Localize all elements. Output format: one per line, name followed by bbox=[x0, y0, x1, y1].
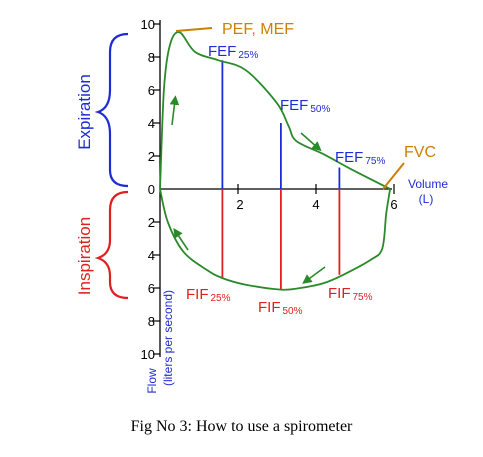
fvc-label: FVC bbox=[404, 144, 436, 161]
y-tick-label-2-down: 2 bbox=[148, 215, 155, 230]
fif25-label: FIF 25% bbox=[186, 286, 231, 304]
pef-leader-line bbox=[175, 27, 213, 32]
inspiration-label: Inspiration bbox=[75, 217, 94, 295]
insp-arrow-left bbox=[302, 266, 326, 284]
x-tick-marks bbox=[237, 184, 395, 194]
pef-mef-label: PEF, MEF bbox=[222, 21, 294, 38]
fif75-label: FIF 75% bbox=[328, 285, 373, 303]
fef50-label: FEF 50% bbox=[280, 97, 330, 115]
y-tick-marks bbox=[153, 23, 160, 355]
expiratory-curve bbox=[159, 31, 391, 190]
y-tick-label-8-up: 8 bbox=[148, 50, 155, 65]
inspiration-brace bbox=[94, 190, 129, 300]
y-axis-label-flow: Flow bbox=[145, 368, 159, 394]
expiration-label: Expiration bbox=[75, 74, 94, 150]
y-tick-label-8-down: 8 bbox=[148, 314, 155, 329]
y-tick-label-6-up: 6 bbox=[148, 83, 155, 98]
y-tick-label-6-down: 6 bbox=[148, 281, 155, 296]
exp-arrow-down bbox=[300, 132, 322, 152]
fvc-leader-line bbox=[382, 162, 405, 190]
exp-arrow-up bbox=[169, 95, 180, 126]
fef75-label: FEF 75% bbox=[335, 149, 385, 167]
x-tick-label-2: 2 bbox=[236, 197, 243, 212]
y-axis-label-unit: (liters per second) bbox=[161, 290, 175, 386]
y-tick-label-0: 0 bbox=[148, 182, 155, 197]
figure-caption: Fig No 3: How to use a spirometer bbox=[130, 418, 353, 435]
y-tick-label-4-up: 4 bbox=[148, 116, 155, 131]
y-tick-label-4-down: 4 bbox=[148, 248, 155, 263]
x-tick-label-6: 6 bbox=[390, 197, 397, 212]
y-tick-label-10-up: 10 bbox=[141, 17, 155, 32]
x-axis-label-unit: (L) bbox=[419, 192, 434, 206]
x-tick-label-4: 4 bbox=[312, 197, 319, 212]
fif50-label: FIF 50% bbox=[258, 299, 303, 317]
insp-arrow-up bbox=[173, 228, 189, 251]
fef25-label: FEF 25% bbox=[208, 43, 258, 61]
expiration-brace bbox=[94, 32, 129, 188]
x-axis-label-volume: Volume bbox=[408, 177, 448, 191]
inspiratory-curve bbox=[159, 188, 391, 291]
y-tick-label-2-up: 2 bbox=[148, 149, 155, 164]
y-tick-label-10-down: 10 bbox=[141, 347, 155, 362]
